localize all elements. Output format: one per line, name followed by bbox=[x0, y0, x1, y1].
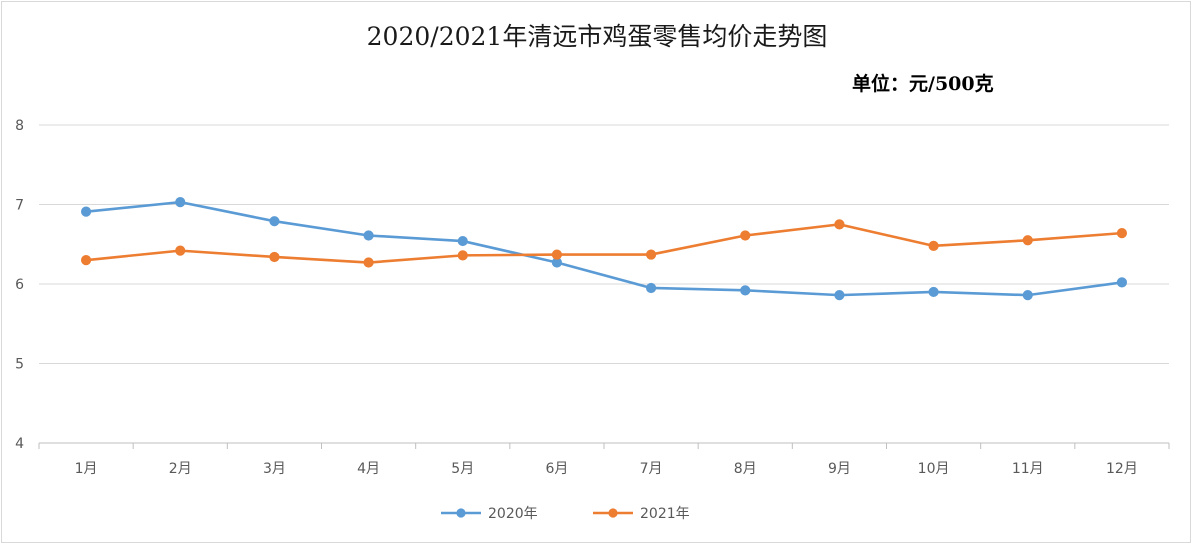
data-point bbox=[269, 251, 280, 263]
x-tick-label: 6月 bbox=[545, 461, 568, 477]
data-point bbox=[175, 245, 186, 256]
data-point bbox=[457, 235, 468, 247]
x-tick-label: 3月 bbox=[263, 461, 286, 477]
x-axis-ticks: 1月 2月 3月 4月 5月 6月 7月 8月 9月 10月 11月 12月 bbox=[75, 461, 1138, 477]
data-point bbox=[928, 240, 939, 251]
series-1 bbox=[80, 197, 1128, 301]
x-tick-label: 9月 bbox=[828, 461, 851, 477]
series-line bbox=[84, 200, 1124, 297]
legend-item-2: 2021年 bbox=[593, 506, 690, 522]
x-tick-label: 2月 bbox=[169, 461, 192, 477]
data-point bbox=[834, 219, 845, 230]
data-point bbox=[551, 249, 563, 260]
data-point bbox=[834, 290, 845, 301]
data-point bbox=[457, 250, 468, 261]
data-point bbox=[1022, 290, 1033, 301]
data-point bbox=[363, 230, 374, 241]
y-tick-label: 7 bbox=[15, 198, 24, 214]
x-tick-label: 10月 bbox=[918, 461, 950, 477]
legend-item-1: 2020年 bbox=[441, 506, 538, 522]
legend-label: 2020年 bbox=[488, 506, 538, 522]
x-axis bbox=[38, 442, 1170, 449]
data-point bbox=[1116, 277, 1128, 288]
x-tick-label: 1月 bbox=[75, 461, 98, 477]
x-tick-label: 7月 bbox=[640, 461, 663, 477]
y-tick-label: 4 bbox=[15, 436, 24, 452]
chart-title: 2020/2021年清远市鸡蛋零售均价走势图 bbox=[366, 22, 828, 51]
data-point bbox=[740, 285, 751, 296]
data-point bbox=[80, 206, 92, 217]
x-tick-label: 8月 bbox=[734, 461, 757, 477]
y-tick-label: 5 bbox=[15, 357, 24, 373]
grid-lines bbox=[39, 124, 1169, 364]
legend-marker bbox=[456, 508, 466, 518]
data-point bbox=[1022, 235, 1033, 246]
x-tick-label: 4月 bbox=[357, 461, 380, 477]
legend-label: 2021年 bbox=[640, 506, 690, 522]
y-tick-label: 6 bbox=[15, 277, 24, 293]
y-tick-label: 8 bbox=[15, 118, 24, 134]
y-axis-ticks: 4 5 6 7 8 bbox=[15, 118, 24, 452]
x-tick-label: 5月 bbox=[451, 461, 474, 477]
unit-note: 单位：元/500克 bbox=[852, 73, 994, 95]
series-2 bbox=[80, 219, 1128, 268]
data-point bbox=[269, 216, 280, 227]
data-point bbox=[80, 255, 92, 266]
legend: 2020年 2021年 bbox=[441, 506, 690, 522]
series-line bbox=[84, 223, 1124, 264]
data-point bbox=[740, 230, 751, 241]
data-point bbox=[928, 286, 939, 298]
data-point bbox=[1116, 228, 1128, 239]
data-point bbox=[645, 249, 657, 260]
data-point bbox=[175, 197, 186, 208]
data-point bbox=[645, 282, 657, 294]
x-tick-label: 11月 bbox=[1012, 461, 1044, 477]
data-point bbox=[363, 257, 374, 268]
legend-marker bbox=[608, 508, 618, 518]
series-group bbox=[80, 197, 1128, 301]
x-tick-label: 12月 bbox=[1106, 461, 1138, 477]
